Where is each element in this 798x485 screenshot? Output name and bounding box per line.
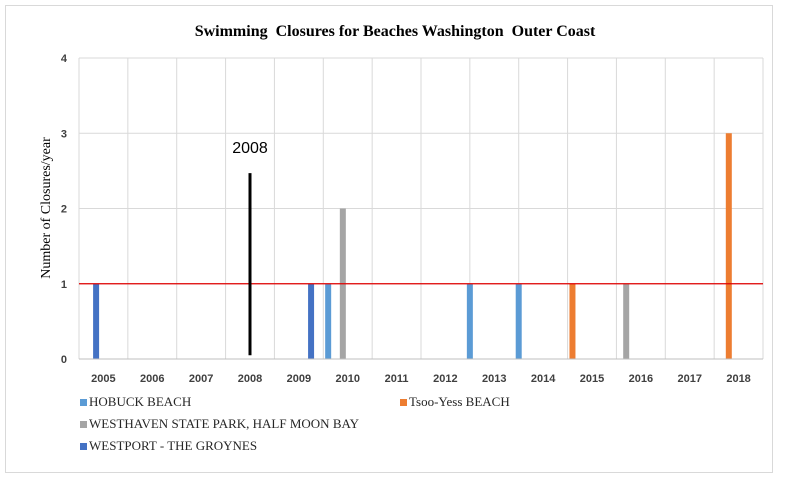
legend-label: WESTHAVEN STATE PARK, HALF MOON BAY [89,416,360,431]
annotation-label: 2008 [232,140,268,157]
chart-title: Swimming Closures for Beaches Washington… [195,23,596,40]
x-tick-label: 2018 [726,373,750,385]
y-tick-label: 1 [61,279,67,291]
x-tick-label: 2010 [335,373,359,385]
legend: HOBUCK BEACH Tsoo-Yess BEACH WESTHAVEN STA… [80,394,510,453]
legend-swatch [400,399,407,406]
y-tick-label: 4 [61,53,68,65]
bar [725,133,732,359]
x-tick-label: 2011 [385,373,409,385]
legend-label: WESTPORT - THE GROYNES [89,438,257,453]
bar [623,283,630,359]
bars [93,133,732,359]
y-axis-label: Number of Closures/year [39,137,54,279]
x-tick-label: 2015 [580,373,604,385]
bar [515,283,522,359]
bar [466,283,473,359]
annotation: 2008 [232,140,268,356]
bar [569,283,576,359]
bar [93,283,100,359]
x-tick-label: 2016 [629,373,653,385]
x-tick-label: 2012 [433,373,457,385]
legend-swatch [80,399,87,406]
x-tick-label: 2014 [531,373,556,385]
y-tick-label: 2 [61,204,67,216]
x-tick-label: 2017 [677,373,701,385]
bar [308,283,315,359]
y-tick-label: 0 [61,354,67,366]
x-tick-label: 2006 [140,373,164,385]
y-tick-label: 3 [61,128,67,140]
axes: 0 1 2 3 4 2005 2006 2007 2008 2009 2010 2011 2012 201… [61,53,763,385]
x-tick-label: 2008 [238,373,262,385]
bar [325,283,332,359]
x-tick-label: 2007 [189,373,213,385]
x-tick-label: 2013 [482,373,506,385]
legend-label: Tsoo-Yess BEACH [409,394,510,409]
grid [78,57,764,359]
legend-swatch [80,443,87,450]
legend-swatch [80,421,87,428]
legend-label: HOBUCK BEACH [89,394,191,409]
chart-frame [5,5,773,473]
x-tick-label: 2009 [287,373,311,385]
x-tick-label: 2005 [91,373,115,385]
